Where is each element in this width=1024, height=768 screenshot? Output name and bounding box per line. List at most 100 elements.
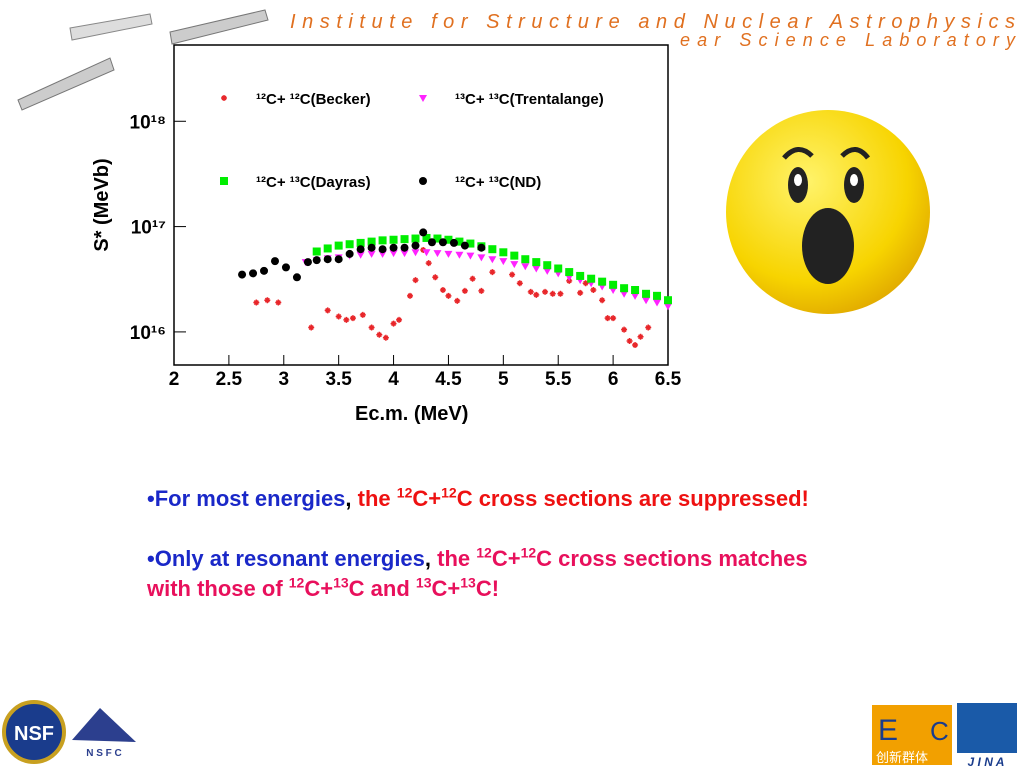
text-run: 13 (415, 574, 432, 591)
marker (238, 270, 247, 279)
text-run: •Only at resonant energies (147, 546, 425, 571)
marker (631, 292, 640, 300)
logo-text: NSF (14, 723, 54, 745)
marker (557, 290, 564, 297)
marker (466, 252, 475, 260)
y-tick-label: 10¹⁷ (131, 218, 166, 239)
marker (345, 240, 354, 249)
marker (444, 250, 453, 258)
text-run: the (357, 486, 397, 511)
marker (359, 311, 366, 318)
x-tick-label: 4.5 (435, 369, 462, 390)
x-tick-label: 5.5 (545, 369, 572, 390)
marker (324, 307, 331, 314)
marker (510, 251, 519, 260)
legend-label: ¹²C+ ¹³C(ND) (455, 174, 541, 191)
marker (533, 291, 540, 298)
marker (422, 233, 431, 242)
marker (389, 243, 398, 252)
marker (604, 315, 611, 322)
marker (554, 264, 563, 273)
text-run: C+ (412, 486, 442, 511)
marker (367, 250, 376, 258)
header-subtitle: ear Science Laboratory (680, 30, 1016, 50)
marker (260, 266, 269, 275)
marker (390, 320, 397, 327)
marker (345, 249, 354, 258)
marker (312, 247, 321, 256)
marker (549, 290, 556, 297)
marker (532, 258, 541, 267)
marker (275, 299, 282, 306)
marker (521, 263, 530, 271)
marker (427, 238, 436, 247)
marker (281, 263, 290, 272)
marker (407, 292, 414, 299)
marker (389, 235, 398, 244)
x-tick-label: 3 (278, 369, 289, 390)
marker (411, 234, 420, 243)
marker (335, 313, 342, 320)
text-run: 12 (396, 484, 413, 501)
marker (419, 228, 428, 237)
marker (367, 237, 376, 246)
marker (599, 297, 606, 304)
x-axis-label: Ec.m. (MeV) (355, 403, 468, 425)
marker (270, 257, 279, 266)
marker (466, 239, 475, 248)
header-decoration (17, 9, 269, 111)
marker (334, 241, 343, 250)
text-run: 12 (520, 544, 537, 561)
marker (543, 261, 552, 270)
marker (249, 269, 258, 278)
marker (542, 288, 549, 295)
legend-label: ¹²C+ ¹³C(Dayras) (256, 174, 371, 191)
marker (343, 316, 350, 323)
marker (378, 236, 387, 245)
marker (576, 271, 585, 280)
marker (461, 287, 468, 294)
marker (253, 299, 260, 306)
marker (532, 265, 541, 273)
text-run: 12 (441, 484, 457, 501)
marker (292, 273, 301, 282)
marker (433, 234, 442, 243)
marker (620, 284, 629, 293)
marker (264, 297, 271, 304)
text-run: C cross sections matches with those of (147, 546, 808, 601)
legend-label: ¹²C+ ¹²C(Becker) (256, 91, 371, 108)
logo-text: E (878, 714, 898, 747)
marker (653, 299, 662, 307)
marker (632, 342, 639, 349)
legend-marker (419, 177, 427, 185)
marker (488, 256, 497, 264)
text-run: C+ (431, 576, 461, 601)
marker (356, 238, 365, 247)
text-run: C! (475, 576, 500, 601)
marker (367, 243, 376, 252)
text-run: 13 (460, 574, 476, 591)
text-run: the (437, 546, 477, 571)
x-tick-label: 2.5 (216, 369, 243, 390)
marker (620, 290, 629, 298)
x-tick-label: 3.5 (325, 369, 352, 390)
marker (412, 277, 419, 284)
x-tick-label: 2 (169, 369, 180, 390)
marker (460, 241, 469, 250)
marker (642, 297, 651, 305)
marker (499, 248, 508, 257)
marker (400, 250, 409, 258)
legend-marker (419, 95, 427, 102)
legend-marker (221, 95, 227, 101)
marker (444, 235, 453, 244)
logo-text: C (930, 716, 949, 746)
marker (323, 255, 332, 264)
marker (433, 250, 442, 258)
marker (396, 316, 403, 323)
marker (565, 268, 574, 277)
y-axis-label: S* (MeVb) (91, 158, 113, 251)
marker (510, 261, 519, 269)
marker (489, 269, 496, 276)
